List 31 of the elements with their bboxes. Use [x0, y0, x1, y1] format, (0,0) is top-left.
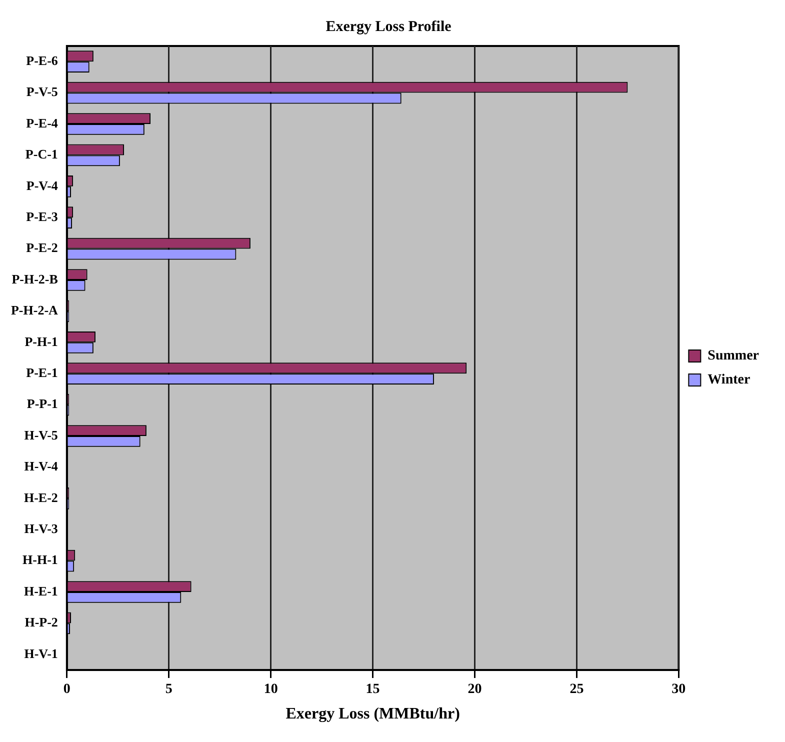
x-tick-label: 30 — [672, 682, 686, 698]
y-tick-label: H-V-1 — [24, 646, 58, 661]
y-tick-label: H-V-4 — [24, 458, 58, 474]
x-tick-label: 10 — [264, 682, 278, 698]
y-tick-label: H-E-2 — [24, 490, 58, 505]
y-tick-label: P-H-1 — [24, 334, 58, 349]
y-tick-label: P-C-1 — [25, 146, 58, 162]
legend-label: Summer — [708, 348, 760, 364]
y-tick-label: P-E-1 — [26, 364, 58, 380]
x-tick-label: 5 — [165, 682, 172, 698]
x-axis-title: Exergy Loss (MMBtu/hr) — [286, 706, 460, 723]
y-tick-label: P-E-2 — [26, 240, 58, 256]
y-tick-label: P-H-2-B — [12, 271, 58, 286]
y-tick-label: P-E-6 — [26, 52, 58, 68]
y-tick-label: P-E-3 — [26, 208, 58, 224]
x-tick-label: 20 — [468, 682, 482, 698]
chart-title: Exergy Loss Profile — [326, 18, 452, 35]
y-tick-label: H-H-1 — [22, 552, 58, 568]
y-tick-label: P-H-2-A — [10, 302, 59, 318]
y-tick-label: P-P-1 — [26, 396, 58, 412]
x-tick-label: 25 — [570, 682, 584, 698]
legend-label: Winter — [708, 372, 750, 388]
y-tick-label: P-E-4 — [26, 115, 58, 130]
y-tick-label: P-V-5 — [26, 84, 58, 100]
y-tick-label: H-E-1 — [24, 583, 58, 598]
y-tick-label: P-V-4 — [26, 178, 58, 193]
y-tick-label: H-V-5 — [24, 427, 58, 442]
x-tick-label: 15 — [366, 682, 380, 698]
y-tick-label: H-V-3 — [24, 520, 58, 536]
y-tick-label: H-P-2 — [24, 614, 58, 630]
x-tick-label: 0 — [63, 682, 70, 698]
